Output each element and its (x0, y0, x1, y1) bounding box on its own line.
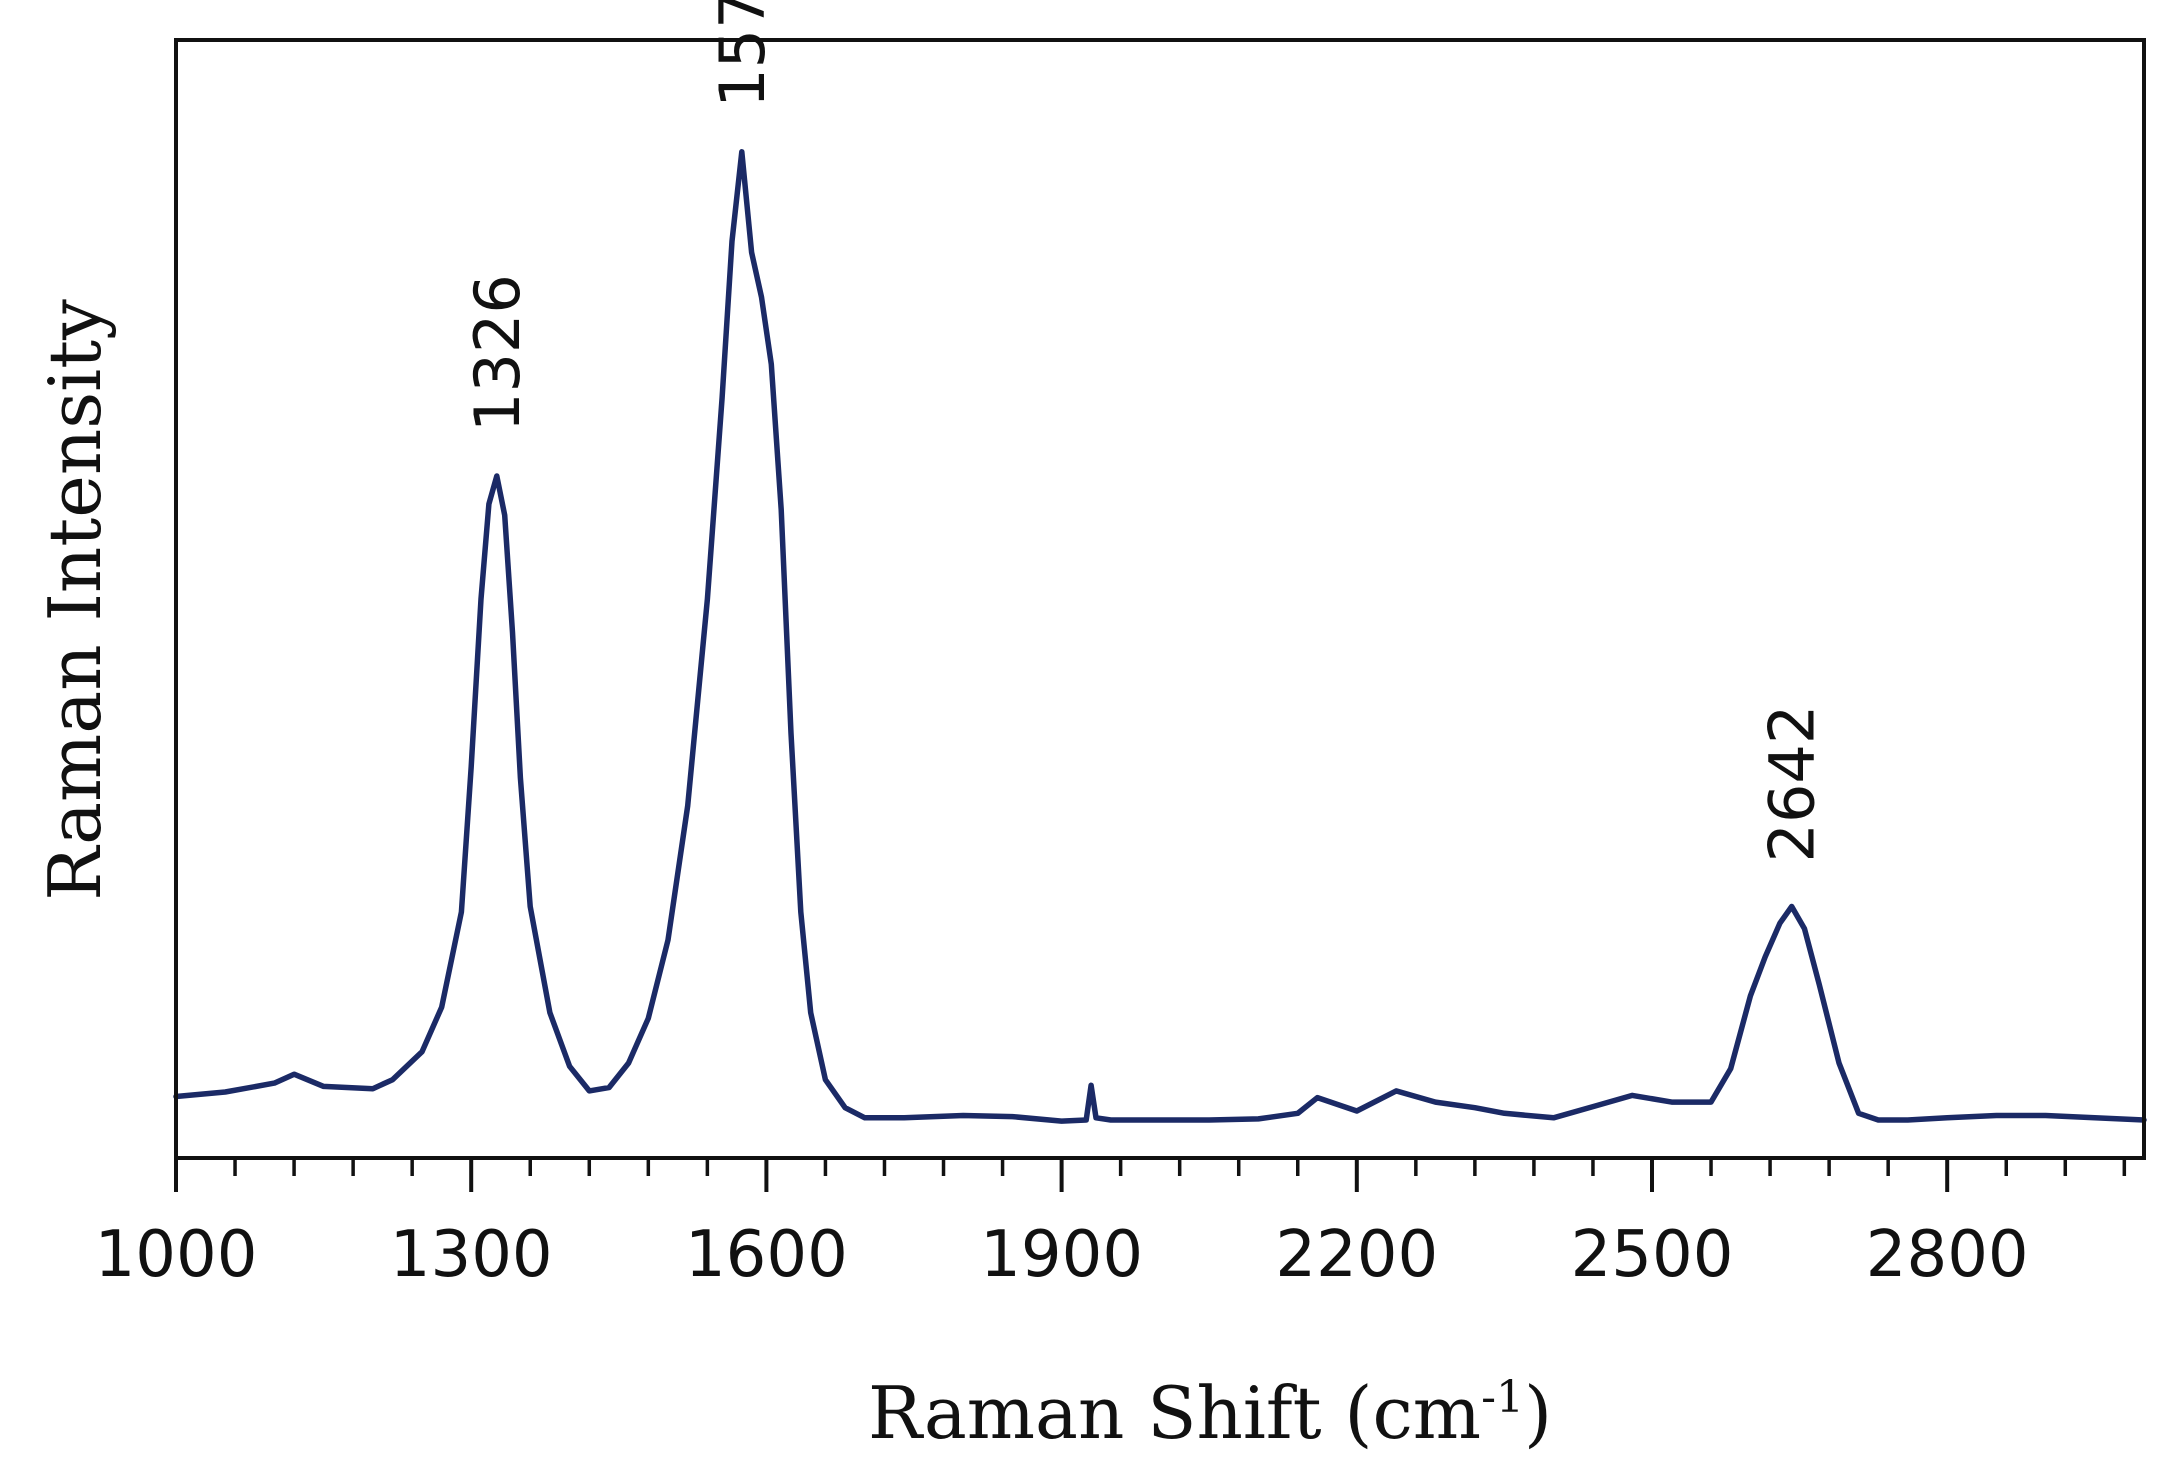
x-axis-title: Raman Shift (cm-1) (868, 1371, 1552, 1455)
x-tick-label: 2800 (1866, 1218, 2029, 1292)
peak-label: 1575 (706, 0, 779, 108)
peak-annotations: 1326 1575 2642 (461, 0, 1829, 863)
x-axis-title-end: ) (1524, 1371, 1552, 1455)
raman-spectrum-line (173, 149, 2147, 1124)
x-tick-label: 2200 (1275, 1218, 1438, 1292)
x-tick-label: 1600 (685, 1218, 848, 1292)
peak-label: 1326 (461, 274, 534, 432)
x-tick-label: 2500 (1571, 1218, 1734, 1292)
peak-label: 2642 (1756, 705, 1829, 863)
x-tick-label: 1000 (95, 1218, 258, 1292)
x-axis-title-main: Raman Shift (cm (868, 1371, 1481, 1455)
plot-frame (174, 38, 2146, 1160)
x-minor-ticks (233, 1158, 2127, 1176)
x-tick-label: 1900 (980, 1218, 1143, 1292)
x-tick-label: 1300 (390, 1218, 553, 1292)
x-tick-labels: 1000 1300 1600 1900 2200 2500 2800 (95, 1218, 2029, 1292)
y-axis-title: Raman Intensity (33, 299, 117, 901)
x-axis-title-superscript: -1 (1481, 1372, 1524, 1423)
x-major-ticks (174, 1158, 1950, 1192)
